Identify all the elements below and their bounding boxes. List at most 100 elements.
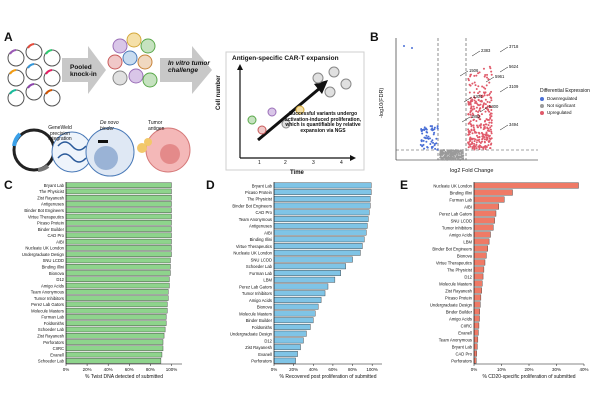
point-label: 3494 bbox=[509, 122, 519, 127]
bar bbox=[65, 220, 172, 226]
bar bbox=[473, 301, 481, 308]
point-upregulated bbox=[473, 144, 476, 147]
bar bbox=[273, 182, 372, 189]
bar bbox=[65, 307, 168, 314]
point-downregulated bbox=[431, 125, 434, 128]
category-label: Amigo Acids bbox=[449, 232, 472, 237]
point-upregulated bbox=[482, 91, 485, 94]
point-upregulated bbox=[484, 123, 487, 126]
antigen-label: Tumor antigen bbox=[148, 120, 165, 132]
category-label: Binder Bot Engineers bbox=[232, 203, 272, 208]
point-not-significant bbox=[452, 155, 455, 157]
category-label: Zist Rayanesh bbox=[445, 288, 472, 293]
point-upregulated bbox=[468, 101, 471, 104]
point-downregulated bbox=[433, 144, 436, 147]
point-downregulated bbox=[432, 141, 435, 144]
bar bbox=[473, 224, 494, 231]
point-upregulated bbox=[486, 136, 489, 139]
point-upregulated bbox=[470, 143, 473, 146]
point-upregulated bbox=[476, 103, 479, 106]
bar bbox=[65, 282, 170, 289]
bar bbox=[473, 217, 495, 224]
point-not-significant bbox=[444, 150, 447, 153]
bar bbox=[273, 189, 372, 196]
point-upregulated bbox=[468, 130, 471, 133]
point-upregulated bbox=[477, 85, 480, 88]
bar bbox=[473, 322, 480, 329]
point-upregulated bbox=[484, 74, 487, 77]
point-upregulated bbox=[467, 103, 470, 106]
category-label: SNU LCDD bbox=[251, 257, 272, 262]
point-label-leader bbox=[499, 86, 509, 93]
arrow-knock-in bbox=[62, 46, 106, 94]
point-downregulated bbox=[419, 143, 422, 146]
point-label-leader bbox=[463, 96, 473, 103]
point-upregulated bbox=[489, 116, 492, 119]
point-label-leader bbox=[459, 70, 469, 77]
category-label: Zist Rayanesh bbox=[37, 334, 64, 339]
legend-item: Not significant bbox=[540, 103, 600, 108]
bar bbox=[65, 351, 163, 358]
bar bbox=[473, 259, 486, 266]
point-upregulated bbox=[475, 110, 478, 113]
point-upregulated bbox=[487, 144, 490, 147]
point-upregulated bbox=[486, 100, 489, 103]
point-downregulated bbox=[423, 126, 426, 129]
point-downregulated bbox=[420, 140, 423, 143]
point-upregulated bbox=[469, 75, 472, 78]
point-upregulated bbox=[485, 145, 488, 148]
point-not-significant bbox=[446, 150, 449, 153]
point-downregulated bbox=[432, 133, 435, 136]
category-label: Nucleate UK London bbox=[433, 183, 472, 188]
point-upregulated bbox=[490, 124, 493, 127]
point-upregulated bbox=[489, 147, 492, 150]
bar bbox=[65, 201, 172, 207]
bar bbox=[473, 287, 482, 294]
bar bbox=[473, 196, 505, 203]
bar bbox=[473, 189, 513, 196]
x-tick-label: 0% bbox=[63, 367, 70, 372]
bar bbox=[473, 203, 499, 210]
bar bbox=[65, 289, 169, 295]
point-upregulated bbox=[469, 73, 472, 76]
point-label: 3109 bbox=[509, 84, 519, 89]
point-upregulated bbox=[483, 140, 486, 143]
point-label: 5961 bbox=[495, 74, 505, 79]
point-upregulated bbox=[478, 140, 481, 143]
panel-a-letter: A bbox=[4, 30, 13, 44]
volcano-legend: Differential Expression Downregulated Not… bbox=[540, 88, 600, 115]
category-label: Perforators bbox=[43, 340, 64, 345]
point-upregulated bbox=[488, 121, 491, 124]
category-label: Furman Lab bbox=[249, 271, 272, 276]
panel-c-letter: C bbox=[4, 178, 13, 192]
category-label: AIBI bbox=[56, 239, 64, 244]
point-upregulated bbox=[473, 81, 476, 84]
point-upregulated bbox=[469, 123, 472, 126]
bar-chart-e: Nucleate UK London Binding Illini Furman L… bbox=[430, 182, 589, 380]
bar bbox=[473, 252, 487, 259]
point-upregulated bbox=[490, 97, 493, 100]
point-upregulated bbox=[473, 99, 476, 102]
point-upregulated bbox=[488, 81, 491, 84]
point-upregulated bbox=[471, 98, 474, 101]
point-upregulated bbox=[469, 140, 472, 143]
point-upregulated bbox=[473, 107, 476, 110]
point-label: 3718 bbox=[509, 44, 519, 49]
time-tick-2: 2 bbox=[284, 160, 287, 166]
bar bbox=[65, 245, 172, 251]
point-upregulated bbox=[488, 105, 491, 108]
point-upregulated bbox=[478, 107, 481, 110]
point-upregulated bbox=[484, 119, 487, 122]
category-label: Zist Rayanesh bbox=[245, 345, 272, 350]
category-label: Binding Illini bbox=[42, 264, 64, 269]
legend-swatch bbox=[540, 103, 544, 108]
panel-d-letter: D bbox=[206, 178, 215, 192]
point-downregulated bbox=[421, 132, 424, 135]
point-upregulated bbox=[475, 102, 478, 105]
point-upregulated bbox=[490, 132, 493, 135]
bar bbox=[65, 326, 166, 333]
category-label: Schoeder Lab bbox=[38, 359, 65, 364]
legend-label: Not significant bbox=[547, 103, 576, 108]
bar bbox=[65, 276, 170, 282]
